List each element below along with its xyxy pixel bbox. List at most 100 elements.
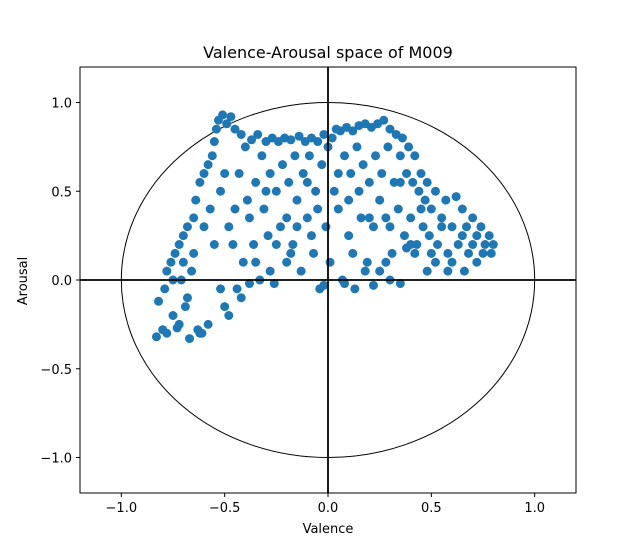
data-point bbox=[395, 279, 405, 289]
data-point bbox=[182, 293, 192, 303]
data-point bbox=[379, 115, 389, 125]
data-point bbox=[381, 213, 391, 223]
data-point bbox=[387, 248, 397, 258]
data-point bbox=[302, 177, 312, 187]
data-point bbox=[319, 280, 329, 290]
data-point bbox=[282, 213, 292, 223]
data-point bbox=[383, 142, 393, 152]
data-point bbox=[410, 151, 420, 161]
data-point bbox=[340, 279, 350, 289]
data-point bbox=[174, 319, 184, 329]
data-point bbox=[191, 195, 201, 205]
data-point bbox=[451, 192, 461, 202]
data-point bbox=[282, 257, 292, 267]
data-point bbox=[224, 311, 234, 320]
data-point bbox=[195, 177, 205, 187]
data-point bbox=[313, 137, 323, 147]
data-point bbox=[162, 328, 172, 338]
data-point bbox=[422, 177, 432, 187]
data-point bbox=[441, 195, 451, 205]
data-point bbox=[240, 142, 250, 152]
data-point bbox=[327, 133, 337, 143]
x-tick-label: 0.5 bbox=[421, 501, 442, 516]
data-point bbox=[195, 328, 205, 338]
data-point bbox=[356, 213, 366, 223]
data-point bbox=[375, 195, 385, 205]
y-tick-label: 0.0 bbox=[51, 274, 72, 289]
data-point bbox=[242, 195, 252, 205]
data-point bbox=[160, 284, 170, 294]
data-point bbox=[453, 240, 463, 249]
data-point bbox=[443, 248, 453, 258]
plot-area bbox=[80, 67, 576, 493]
data-point bbox=[271, 240, 281, 249]
data-point bbox=[420, 195, 430, 205]
chart-title: Valence-Arousal space of M009 bbox=[203, 43, 453, 62]
data-point bbox=[385, 222, 395, 232]
data-point bbox=[362, 257, 372, 267]
data-point bbox=[189, 248, 199, 258]
data-point bbox=[319, 129, 329, 139]
data-point bbox=[344, 231, 354, 241]
y-axis-label: Arousal bbox=[16, 257, 31, 306]
y-tick-label: 1.0 bbox=[51, 97, 72, 112]
data-point bbox=[410, 248, 420, 258]
data-point bbox=[249, 240, 259, 249]
data-point bbox=[393, 204, 403, 214]
data-point bbox=[207, 151, 217, 161]
data-point bbox=[443, 266, 453, 276]
data-point bbox=[292, 222, 302, 232]
data-point bbox=[395, 151, 405, 161]
data-point bbox=[360, 266, 370, 276]
data-point bbox=[253, 129, 263, 139]
data-point bbox=[426, 204, 436, 214]
data-point bbox=[174, 240, 184, 249]
data-point bbox=[354, 186, 364, 196]
data-point bbox=[364, 177, 374, 187]
data-point bbox=[290, 151, 300, 161]
data-point bbox=[389, 177, 399, 187]
data-point bbox=[222, 119, 232, 129]
data-point bbox=[325, 257, 335, 267]
data-point bbox=[468, 213, 478, 223]
data-point bbox=[437, 213, 447, 223]
data-point bbox=[275, 222, 285, 232]
data-point bbox=[259, 204, 269, 214]
data-point bbox=[296, 266, 306, 276]
y-tick-label: −0.5 bbox=[40, 363, 72, 378]
data-point bbox=[346, 169, 356, 178]
y-tick-label: −1.0 bbox=[40, 452, 72, 467]
data-point bbox=[292, 195, 302, 205]
data-point bbox=[286, 135, 296, 145]
data-point bbox=[484, 231, 494, 241]
data-point bbox=[402, 243, 412, 253]
data-point bbox=[261, 186, 271, 196]
data-point bbox=[168, 311, 178, 320]
data-point bbox=[234, 169, 244, 178]
data-point bbox=[426, 248, 436, 258]
data-point bbox=[385, 124, 395, 134]
data-point bbox=[244, 279, 254, 289]
data-point bbox=[209, 240, 219, 249]
data-point bbox=[476, 222, 486, 232]
data-point bbox=[313, 204, 323, 214]
x-axis-label: Valence bbox=[303, 522, 354, 537]
data-point bbox=[236, 129, 246, 139]
data-point bbox=[433, 240, 443, 249]
data-point bbox=[304, 151, 314, 161]
data-point bbox=[232, 284, 242, 294]
data-point bbox=[298, 169, 308, 178]
data-point bbox=[478, 248, 488, 258]
data-point bbox=[350, 284, 360, 294]
data-point bbox=[244, 213, 254, 223]
data-point bbox=[211, 124, 221, 134]
data-point bbox=[182, 222, 192, 232]
x-axis: −1.0 −0.5 0.0 0.5 1.0 bbox=[106, 493, 545, 516]
data-point bbox=[333, 204, 343, 214]
data-point bbox=[447, 257, 457, 267]
data-point bbox=[257, 151, 267, 161]
data-point bbox=[317, 160, 327, 170]
data-point bbox=[422, 266, 432, 276]
